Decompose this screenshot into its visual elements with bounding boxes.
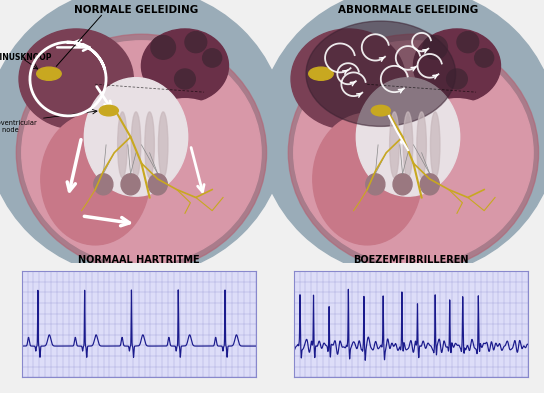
Circle shape — [151, 35, 176, 59]
Ellipse shape — [291, 29, 405, 129]
Ellipse shape — [121, 174, 140, 195]
Ellipse shape — [393, 174, 412, 195]
Circle shape — [175, 69, 195, 89]
Ellipse shape — [420, 174, 439, 195]
Text: NORMALE GELEIDING: NORMALE GELEIDING — [74, 5, 198, 15]
Ellipse shape — [371, 105, 391, 116]
Ellipse shape — [124, 99, 246, 244]
Ellipse shape — [94, 174, 113, 195]
Ellipse shape — [417, 112, 426, 178]
Text: SINUSKNOOP: SINUSKNOOP — [0, 53, 52, 62]
Ellipse shape — [306, 21, 456, 127]
Ellipse shape — [16, 34, 267, 271]
Ellipse shape — [309, 67, 333, 80]
Ellipse shape — [158, 112, 168, 178]
Ellipse shape — [288, 34, 539, 271]
Circle shape — [423, 35, 448, 59]
Ellipse shape — [41, 113, 150, 245]
Ellipse shape — [22, 41, 261, 264]
Ellipse shape — [366, 174, 385, 195]
Ellipse shape — [148, 174, 168, 195]
Circle shape — [447, 69, 467, 89]
Circle shape — [474, 49, 494, 67]
Ellipse shape — [0, 0, 286, 277]
Ellipse shape — [145, 112, 154, 178]
Circle shape — [185, 31, 207, 53]
Ellipse shape — [84, 78, 188, 196]
Ellipse shape — [356, 78, 460, 196]
Ellipse shape — [430, 112, 440, 178]
Ellipse shape — [390, 112, 399, 178]
Text: Atrioventricular
(AV) node: Atrioventricular (AV) node — [0, 119, 38, 133]
Ellipse shape — [396, 99, 518, 244]
Ellipse shape — [141, 29, 228, 103]
Ellipse shape — [413, 29, 500, 103]
Ellipse shape — [118, 112, 127, 178]
Ellipse shape — [19, 29, 133, 129]
Ellipse shape — [258, 0, 544, 277]
Ellipse shape — [131, 112, 141, 178]
Circle shape — [457, 31, 479, 53]
Ellipse shape — [313, 113, 422, 245]
Text: NORMAAL HARTRITME: NORMAAL HARTRITME — [78, 255, 200, 265]
Ellipse shape — [403, 112, 413, 178]
Text: BOEZEMFIBRILLEREN: BOEZEMFIBRILLEREN — [353, 255, 468, 265]
Text: ABNORMALE GELEIDING: ABNORMALE GELEIDING — [338, 5, 478, 15]
Ellipse shape — [100, 105, 119, 116]
Ellipse shape — [37, 67, 61, 80]
Circle shape — [202, 49, 222, 67]
Ellipse shape — [294, 41, 533, 264]
